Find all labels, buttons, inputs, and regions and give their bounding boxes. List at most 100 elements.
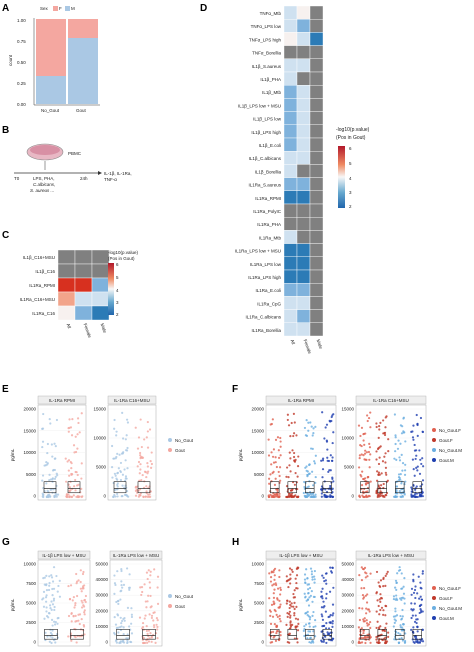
panel-d-cell: [296, 243, 311, 258]
data-point: [42, 412, 45, 416]
data-point: [129, 640, 132, 643]
data-point: [310, 492, 313, 496]
data-point: [375, 450, 378, 453]
panel-d-cell: [283, 84, 298, 99]
data-point: [68, 489, 71, 492]
data-point: [138, 616, 142, 619]
data-point: [120, 495, 123, 498]
panel-c-cell: [91, 305, 110, 321]
data-point: [293, 421, 296, 424]
data-point: [416, 423, 419, 426]
data-point: [125, 490, 129, 493]
data-point: [84, 600, 87, 604]
data-point: [332, 586, 335, 589]
panel-d-cell: [296, 309, 311, 324]
y-tick-label: 0: [351, 640, 354, 645]
y-tick-label: 30000: [341, 593, 354, 598]
panel-a-label: A: [2, 3, 9, 14]
data-point: [394, 598, 397, 601]
data-point: [278, 606, 281, 609]
panel-d-col-label: Female: [303, 339, 313, 355]
data-point: [277, 495, 281, 498]
data-point: [362, 454, 365, 457]
data-point: [291, 449, 294, 452]
data-point: [375, 570, 379, 574]
data-point: [119, 598, 122, 601]
panel-d-cell: [296, 256, 311, 271]
data-point: [47, 612, 51, 615]
data-point: [113, 472, 117, 475]
panel-d-cell: [296, 111, 311, 125]
data-point: [312, 494, 315, 498]
data-point: [331, 495, 334, 499]
data-point: [147, 569, 150, 572]
data-point: [313, 462, 317, 465]
data-point: [324, 572, 328, 575]
panel-d-cell: [283, 32, 298, 46]
data-point: [311, 470, 314, 473]
data-point: [142, 641, 146, 645]
panel-d-cell: [296, 71, 311, 86]
data-point: [308, 618, 312, 621]
data-point: [363, 587, 366, 590]
data-point: [275, 631, 278, 635]
data-point: [402, 417, 405, 420]
data-point: [421, 495, 424, 498]
panel-g-label: G: [2, 537, 10, 548]
data-point: [415, 618, 418, 621]
data-point: [413, 620, 417, 623]
data-point: [399, 624, 402, 627]
data-point: [361, 593, 365, 597]
data-point: [415, 637, 418, 640]
data-point: [79, 580, 82, 584]
data-point: [328, 590, 332, 593]
data-point: [392, 625, 395, 628]
data-point: [142, 636, 146, 640]
data-point: [77, 619, 80, 622]
data-point: [55, 418, 59, 422]
data-point: [365, 451, 369, 454]
data-point: [306, 637, 309, 640]
data-point: [366, 495, 370, 498]
data-point: [321, 615, 324, 618]
panel-d-cell: [296, 32, 311, 46]
panel-d-row-label: IL1Ra_LPS low + MSU: [235, 249, 281, 254]
pbmc-label: PBMC: [68, 151, 82, 156]
plot-title: IL-1β LPS low + MSU: [279, 553, 322, 558]
data-point: [307, 429, 310, 432]
data-point: [379, 484, 383, 487]
data-point: [293, 607, 296, 611]
data-point: [385, 622, 388, 625]
data-point: [305, 568, 308, 571]
data-point: [358, 495, 361, 498]
data-point: [416, 434, 419, 438]
panel-d-cell: [309, 203, 324, 218]
data-point: [322, 576, 325, 579]
data-point: [278, 575, 281, 579]
data-point: [116, 482, 119, 485]
data-point: [275, 492, 278, 495]
panel-c-colorbar: [108, 263, 114, 315]
data-point: [285, 575, 288, 578]
data-point: [362, 596, 366, 599]
data-point: [320, 590, 323, 593]
data-point: [364, 449, 367, 452]
data-point: [332, 431, 335, 434]
data-point: [382, 576, 385, 579]
data-point: [279, 445, 282, 448]
data-point: [53, 620, 56, 623]
data-point: [416, 625, 419, 628]
data-point: [75, 572, 78, 576]
data-point: [421, 610, 424, 613]
data-point: [292, 605, 295, 608]
data-point: [45, 610, 48, 613]
data-point: [384, 426, 387, 429]
data-point: [304, 595, 307, 598]
data-point: [73, 606, 76, 609]
data-point: [150, 616, 154, 620]
data-point: [329, 469, 332, 472]
data-point: [70, 462, 73, 465]
panel-c-cell: [57, 277, 76, 293]
data-point: [153, 626, 156, 629]
y-axis-label: pg/mL: [238, 598, 243, 611]
